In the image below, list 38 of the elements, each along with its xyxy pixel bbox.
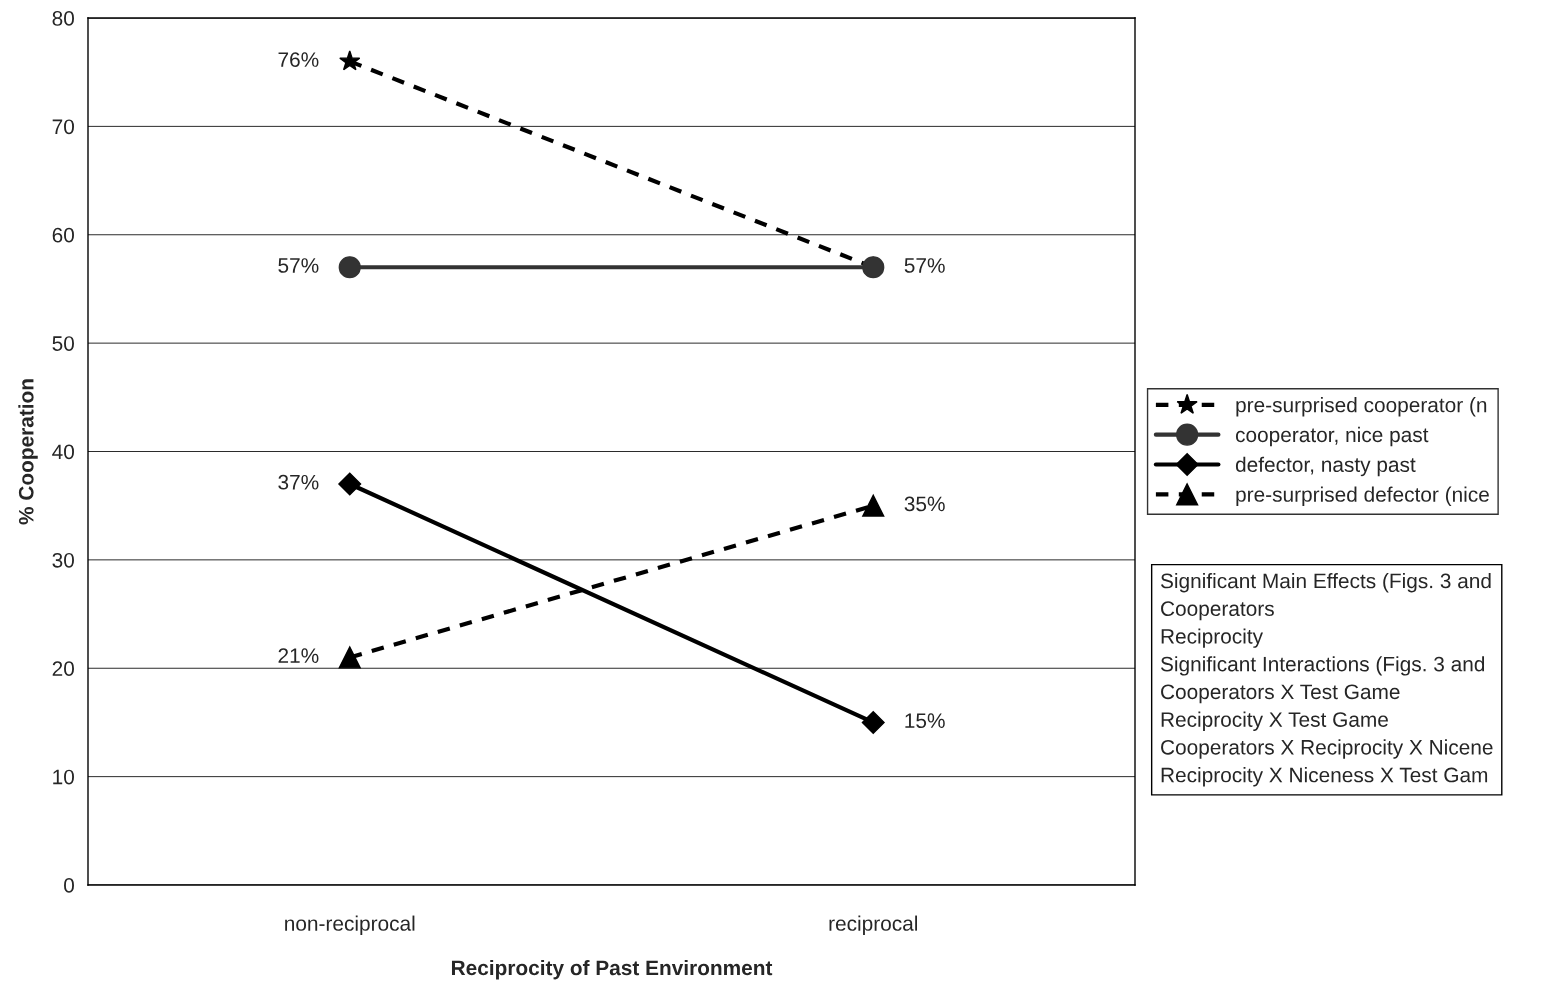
y-tick-label: 20 [52,661,74,676]
text: Significant Interactions (Figs. 3 and [1160,656,1485,676]
y-tick-label: 70 [52,119,74,135]
y-tick-label: 80 [52,11,74,26]
y-tick-label: 60 [52,227,74,243]
data-label: 37% [278,474,319,490]
data-label: 21% [278,648,319,663]
data-label: 76% [278,52,319,67]
data-label: 57% [278,258,319,273]
data-label: 15% [905,713,945,729]
legend-label: pre-surprised defector (nice [1236,486,1489,506]
x-tick-label: non-reciprocal [285,915,415,935]
y-tick-label: 40 [52,444,74,460]
point [338,472,362,496]
point [339,50,361,71]
text: Significant Main Effects (Figs. 3 and [1160,573,1491,593]
text: Reciprocity X Niceness X Test Gam [1161,767,1488,787]
text: Cooperators X Reciprocity X Nicene [1161,739,1493,759]
point [862,494,885,517]
point [861,710,885,734]
legend-label: pre-surprised cooperator (n [1236,397,1487,417]
point [338,646,361,669]
text: Cooperators X Test Game [1161,684,1400,704]
data-label: 35% [904,496,945,512]
y-tick-label: 10 [53,769,74,785]
x-tick-label: reciprocal [829,915,918,935]
point [338,256,361,279]
text: Cooperators [1161,601,1274,621]
legend-label: cooperator, nice past [1235,426,1429,447]
text: Reciprocity X Test Game [1161,711,1388,732]
y-tick-label: 0 [64,878,74,893]
text: Reciprocity [1161,628,1263,648]
y-axis-title: % Cooperation [18,379,38,525]
data-label: 57% [904,258,945,273]
x-axis-title: Reciprocity of Past Environment [451,959,773,980]
y-tick-label: 50 [52,336,74,351]
legend-label: defector, nasty past [1235,456,1416,477]
y-tick-label: 30 [52,552,74,568]
